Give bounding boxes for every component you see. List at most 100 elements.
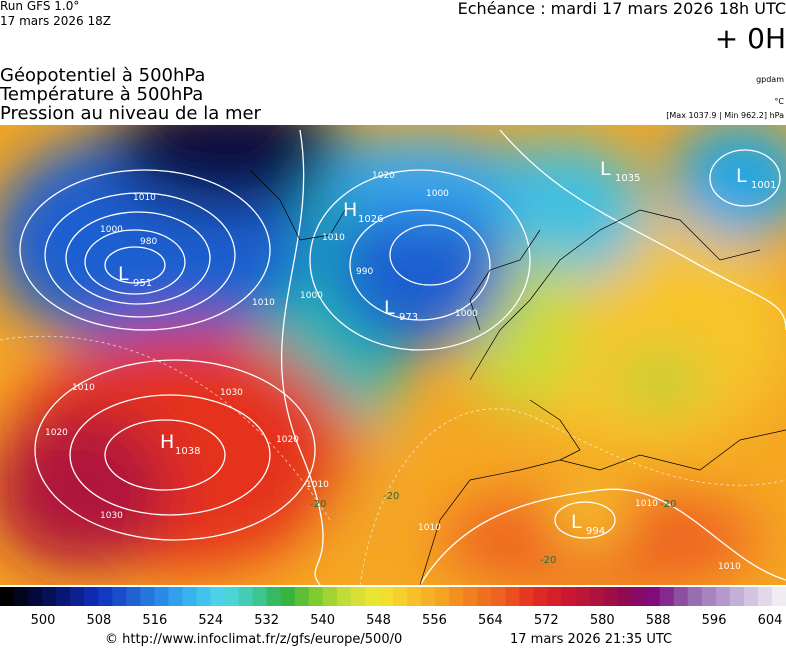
scale-swatch — [154, 587, 169, 606]
color-scale: 500 508 516 524 532 540 548 556 564 572 580 588 596 6… — [0, 587, 786, 628]
scale-swatch — [533, 587, 548, 606]
isobar-label: 1010 — [718, 562, 741, 572]
title-line: Pression au niveau de la mer — [0, 103, 262, 124]
scale-swatch — [28, 587, 43, 606]
isobar-label: 1020 — [372, 171, 395, 181]
forecast-time: Echéance : mardi 17 mars 2026 18h UTC — [458, 0, 786, 18]
scale-swatch — [42, 587, 57, 606]
forecast-offset: + 0H — [715, 22, 786, 55]
scale-swatch — [252, 587, 268, 606]
scale-swatch — [463, 587, 478, 606]
temperature-label: -20 — [540, 555, 556, 566]
center-type: L — [600, 158, 611, 180]
unit-label: [Max 1037.9 | Min 962.2] hPa — [666, 111, 784, 120]
center-type: H — [160, 431, 174, 453]
center-type: L — [736, 165, 747, 187]
scale-swatch — [378, 587, 394, 606]
temperature-label: -20 — [310, 499, 326, 510]
center-value: 1038 — [175, 446, 200, 457]
title-line: Température à 500hPa — [0, 84, 203, 105]
isobar-label: 1020 — [45, 428, 68, 438]
scale-label: 572 — [534, 613, 559, 628]
scale-swatch — [729, 587, 745, 606]
scale-swatch — [519, 587, 534, 606]
title-line: Géopotentiel à 500hPa — [0, 65, 205, 86]
scale-swatch — [449, 587, 464, 606]
run-label: Run GFS 1.0° — [0, 0, 79, 13]
scale-swatch — [168, 587, 183, 606]
scale-label: 564 — [478, 613, 503, 628]
scale-swatch — [603, 587, 619, 606]
scale-swatch — [14, 587, 29, 606]
isobar-label: 1010 — [306, 480, 329, 490]
scale-swatch — [98, 587, 113, 606]
scale-swatch — [687, 587, 703, 606]
scale-swatch — [224, 587, 240, 606]
isobar-label: 1000 — [100, 225, 123, 235]
scale-label: 596 — [702, 613, 727, 628]
isobar-label: 1010 — [322, 233, 345, 243]
scale-swatch — [715, 587, 731, 606]
scale-swatch — [589, 587, 605, 606]
scale-swatch — [84, 587, 99, 606]
scale-swatch — [407, 587, 422, 606]
scale-swatch — [140, 587, 155, 606]
isobar-label: 1030 — [100, 511, 123, 521]
scale-label: 532 — [254, 613, 279, 628]
scale-swatch — [673, 587, 689, 606]
scale-swatch — [238, 587, 254, 606]
scale-label: 556 — [422, 613, 447, 628]
scale-swatch — [210, 587, 226, 606]
center-value: 951 — [133, 278, 152, 289]
isobars — [19, 129, 786, 585]
scale-label: 604 — [758, 613, 783, 628]
scale-swatch — [701, 587, 717, 606]
scale-swatch — [771, 587, 786, 606]
unit-label: °C — [774, 97, 784, 106]
isobar-label: 1020 — [276, 435, 299, 445]
isobar-label: 1030 — [220, 388, 243, 398]
scale-swatch — [294, 587, 310, 606]
generated-time: 17 mars 2026 21:35 UTC — [510, 632, 672, 647]
isobar-label: 1000 — [455, 309, 478, 319]
scale-swatch — [336, 587, 352, 606]
scale-swatch — [575, 587, 590, 606]
scale-label: 588 — [646, 613, 671, 628]
temperature-label: -20 — [660, 499, 676, 510]
unit-label: gpdam — [756, 75, 784, 84]
scale-swatch — [645, 587, 661, 606]
scale-swatch — [421, 587, 436, 606]
coastlines — [249, 169, 786, 585]
run-time: 17 mars 2026 18Z — [0, 14, 111, 28]
scale-swatch — [280, 587, 296, 606]
field-shading — [0, 125, 786, 585]
center-value: 973 — [399, 312, 418, 323]
scale-swatch — [477, 587, 492, 606]
isobar-label: 990 — [356, 267, 373, 277]
scale-label: 580 — [590, 613, 615, 628]
temperature-label: -20 — [383, 491, 399, 502]
scale-swatch — [0, 587, 15, 606]
isobar-label: 980 — [140, 237, 157, 247]
center-type: L — [571, 511, 582, 533]
isobar-label: 1010 — [252, 298, 275, 308]
scale-label: 540 — [310, 613, 335, 628]
scale-swatch — [757, 587, 773, 606]
scale-label: 524 — [198, 613, 223, 628]
scale-swatch — [112, 587, 127, 606]
center-value: 1026 — [358, 214, 383, 225]
isobar-label: 1010 — [418, 523, 441, 533]
scale-label: 516 — [142, 613, 167, 628]
scale-swatch — [364, 587, 380, 606]
center-type: L — [118, 263, 129, 285]
isobar-label: 1010 — [635, 499, 658, 509]
scale-swatch — [196, 587, 212, 606]
scale-swatch — [505, 587, 520, 606]
scale-label: 500 — [31, 613, 56, 628]
isobar-label: 1010 — [72, 383, 95, 393]
isobar-label: 1000 — [300, 291, 323, 301]
scale-swatch — [56, 587, 71, 606]
center-value: 994 — [586, 526, 605, 537]
